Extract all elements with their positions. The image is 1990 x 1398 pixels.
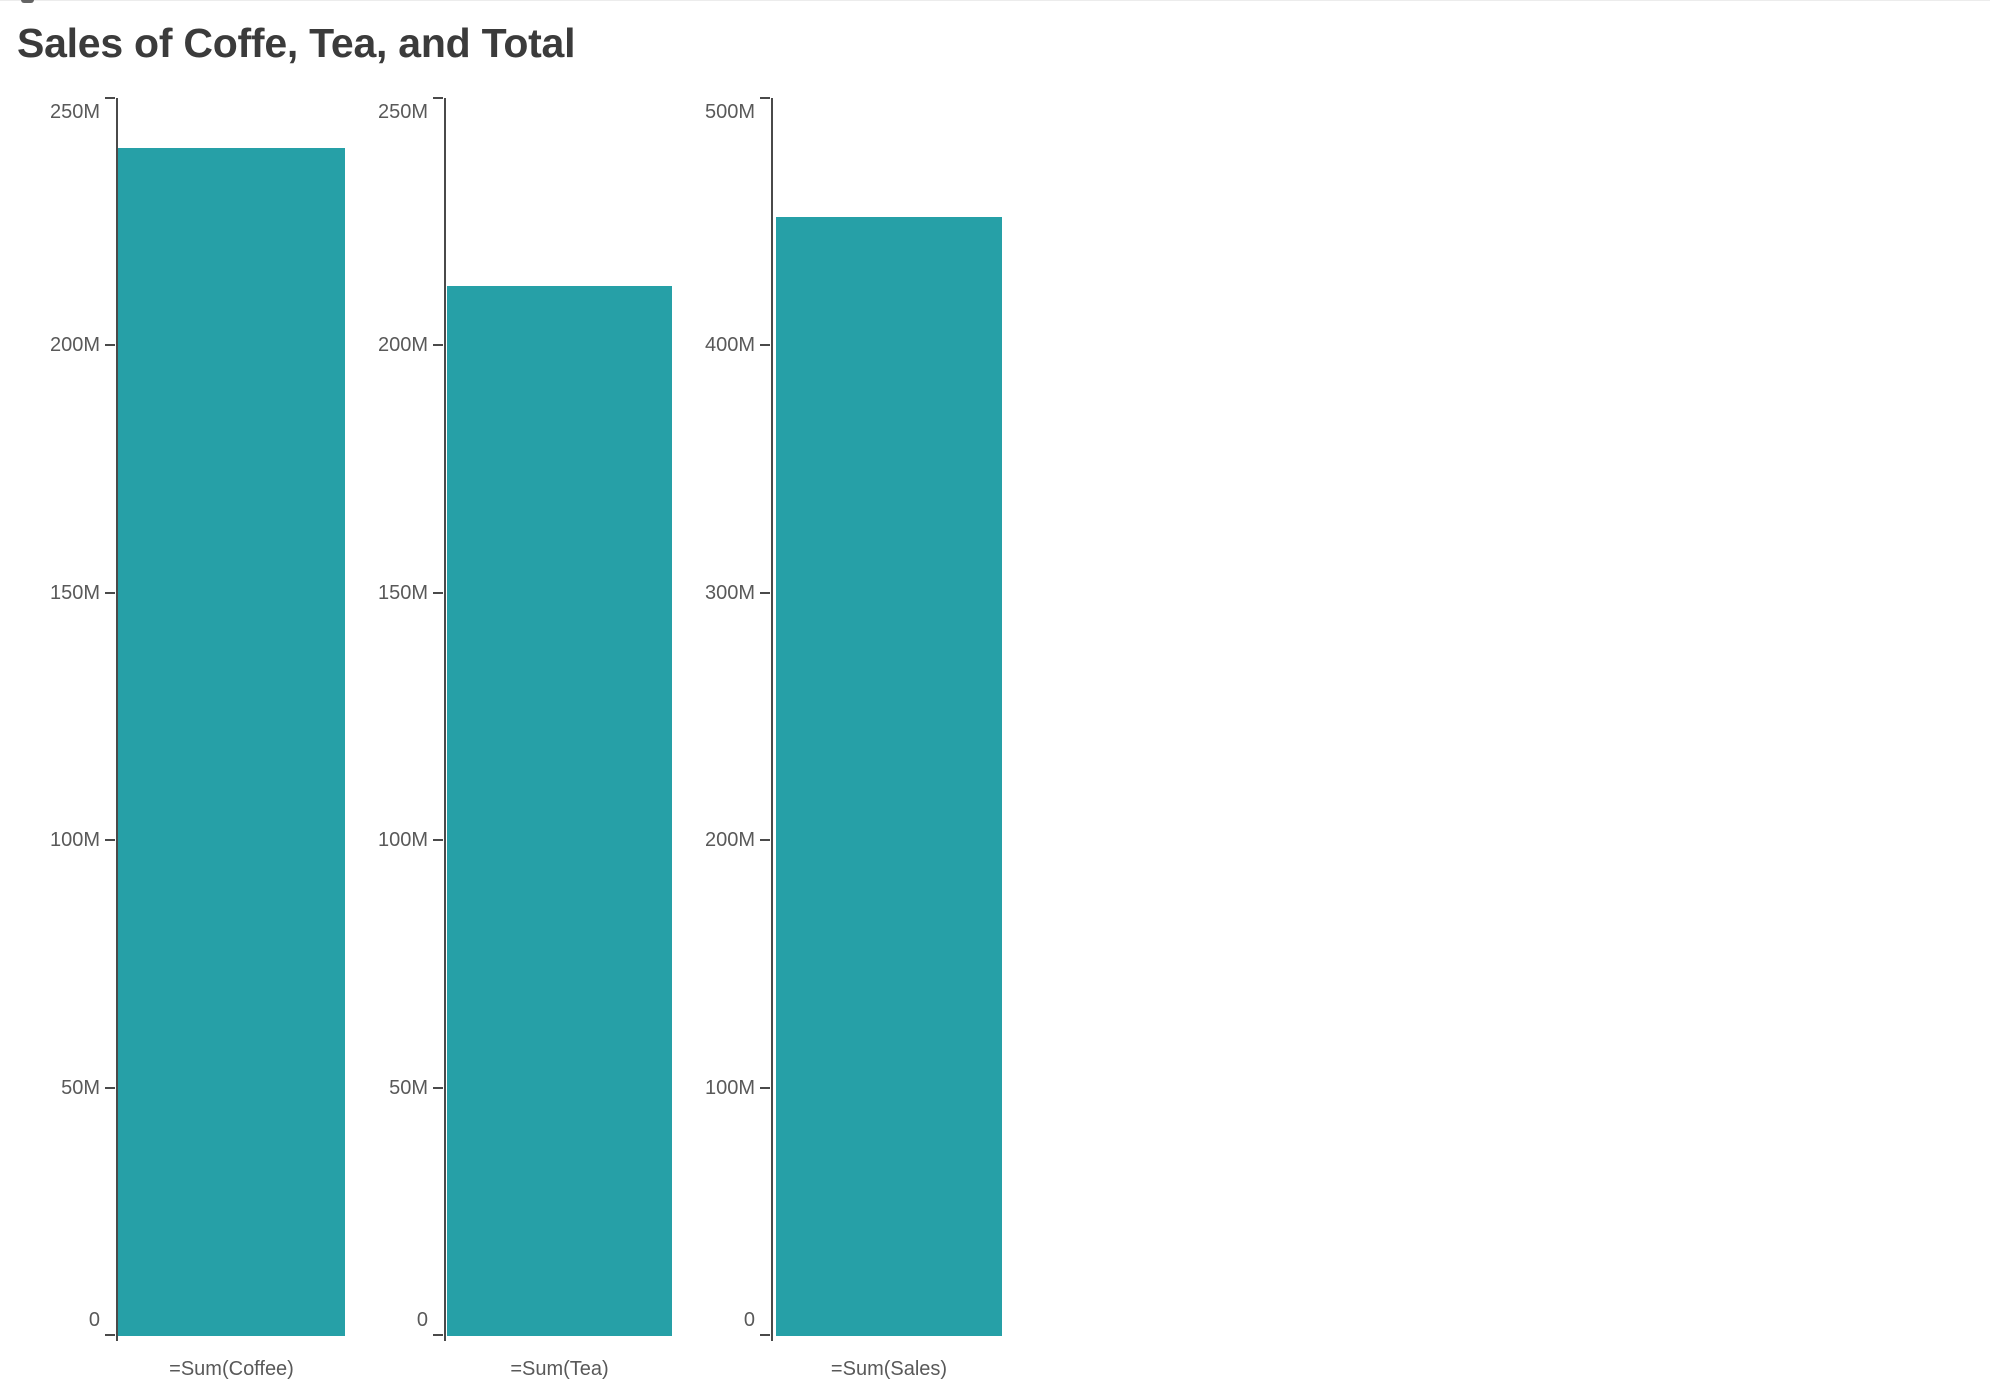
- y-axis-tick-label: 50M: [61, 1076, 100, 1099]
- y-axis-tick-label: 200M: [377, 334, 428, 357]
- y-axis-tick-label: 100M: [377, 829, 428, 852]
- y-axis-tick: [105, 1086, 115, 1089]
- y-axis-tick-label: 150M: [49, 581, 100, 604]
- top-border-line: [0, 0, 1990, 1]
- chart-title: Sales of Coffe, Tea, and Total: [17, 20, 576, 66]
- x-axis-measure-label: =Sum(Coffee): [169, 1358, 294, 1380]
- y-axis-tick: [433, 1086, 443, 1089]
- y-axis-tick-label: 0: [88, 1309, 100, 1331]
- y-axis-tick: [433, 97, 443, 99]
- bar-sumcoffee[interactable]: [118, 147, 345, 1336]
- y-axis-tick: [760, 1334, 770, 1336]
- y-axis-tick-label: 250M: [377, 101, 428, 123]
- y-axis-tick-label: 50M: [389, 1076, 428, 1099]
- y-axis-tick: [433, 344, 443, 347]
- y-axis-tick-label: 250M: [49, 101, 100, 123]
- bar-sumtea[interactable]: [447, 286, 672, 1336]
- cropped-ui-fragment: [21, 0, 34, 3]
- y-axis-tick-label: 0: [416, 1309, 428, 1331]
- y-axis-tick-label: 0: [743, 1309, 755, 1331]
- bar-sumsales[interactable]: [776, 216, 1002, 1336]
- y-axis-tick: [105, 591, 115, 594]
- y-axis-tick-label: 200M: [49, 334, 100, 357]
- y-axis-tick: [433, 1334, 443, 1336]
- y-axis-tick: [105, 1334, 115, 1336]
- x-axis-measure-label: =Sum(Tea): [510, 1358, 609, 1380]
- y-axis-tick-label: 200M: [704, 829, 755, 852]
- y-axis-tick: [105, 839, 115, 842]
- y-axis-tick: [433, 839, 443, 842]
- y-axis-tick: [760, 97, 770, 99]
- y-axis-tick-label: 400M: [704, 334, 755, 357]
- y-axis-line: [771, 98, 773, 1341]
- y-axis-tick: [760, 1086, 770, 1089]
- y-axis-tick: [433, 591, 443, 594]
- y-axis-tick: [760, 344, 770, 347]
- y-axis-tick-label: 100M: [704, 1076, 755, 1099]
- y-axis-tick-label: 150M: [377, 581, 428, 604]
- y-axis-tick: [760, 839, 770, 842]
- y-axis-line: [116, 98, 118, 1341]
- y-axis-tick-label: 500M: [704, 101, 755, 123]
- y-axis-tick: [105, 344, 115, 347]
- y-axis-tick-label: 100M: [49, 829, 100, 852]
- y-axis-tick: [105, 97, 115, 99]
- y-axis-tick: [760, 591, 770, 594]
- x-axis-measure-label: =Sum(Sales): [830, 1358, 948, 1380]
- y-axis-tick-label: 300M: [704, 581, 755, 604]
- y-axis-line: [444, 98, 446, 1341]
